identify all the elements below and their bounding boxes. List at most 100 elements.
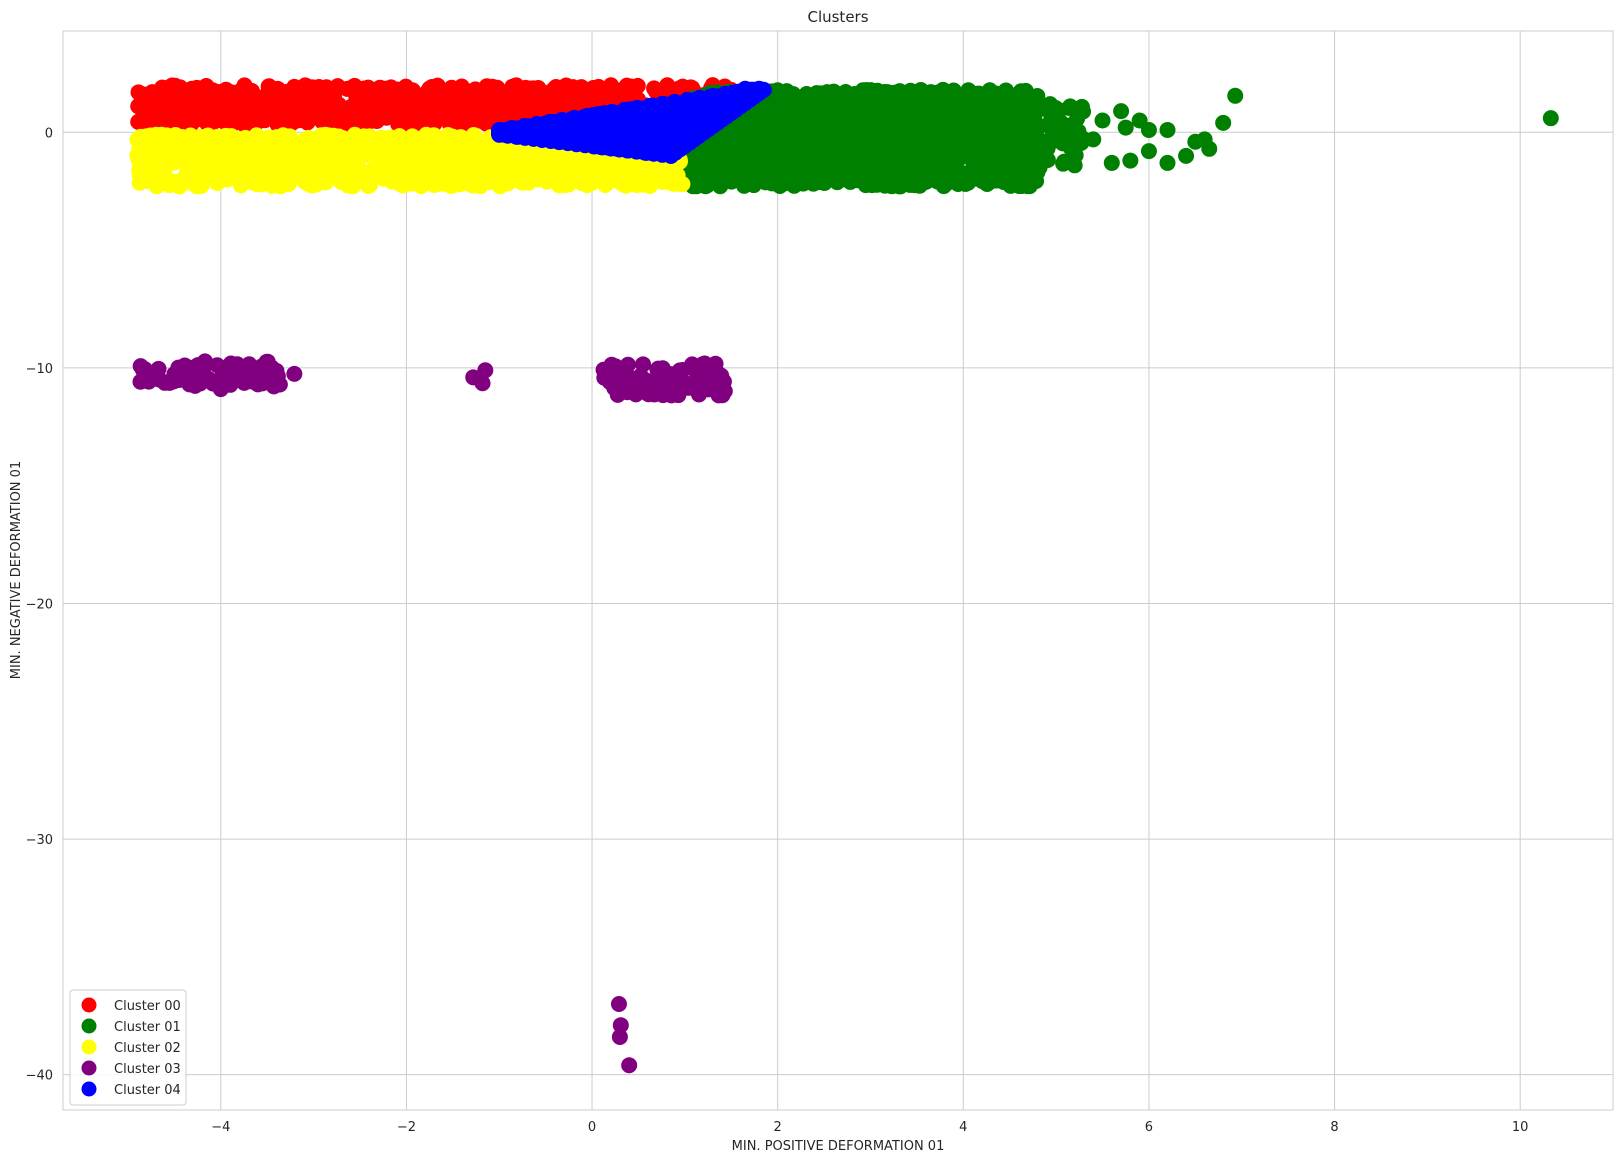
data-point xyxy=(581,173,598,190)
data-point xyxy=(655,82,672,99)
data-point xyxy=(711,376,728,393)
data-point xyxy=(424,81,441,98)
data-point xyxy=(286,365,303,382)
x-tick-label: 2 xyxy=(774,1120,782,1135)
data-point xyxy=(842,141,859,158)
data-point xyxy=(416,105,433,122)
data-point xyxy=(629,99,646,116)
data-point xyxy=(566,109,583,126)
data-point xyxy=(591,105,608,122)
data-point xyxy=(715,158,732,175)
data-point xyxy=(983,113,1000,130)
data-point xyxy=(475,146,492,163)
data-point xyxy=(641,118,658,135)
data-point xyxy=(803,173,820,190)
data-point xyxy=(360,79,377,96)
data-point xyxy=(538,173,555,190)
data-point xyxy=(737,80,754,97)
data-point xyxy=(217,147,234,164)
data-point xyxy=(644,131,661,148)
data-point xyxy=(979,173,996,190)
data-point xyxy=(942,100,959,117)
data-point xyxy=(905,160,922,177)
data-point xyxy=(684,356,701,373)
data-points xyxy=(129,77,1559,1074)
data-point xyxy=(322,170,339,187)
data-point xyxy=(178,92,195,109)
data-point xyxy=(296,173,313,190)
data-point xyxy=(175,131,192,148)
data-point xyxy=(610,995,627,1012)
data-point xyxy=(364,163,381,180)
data-point xyxy=(471,173,488,190)
data-point xyxy=(475,134,492,151)
data-point xyxy=(809,87,826,104)
data-point xyxy=(204,82,221,99)
data-point xyxy=(239,93,256,110)
data-point xyxy=(1030,146,1047,163)
data-point xyxy=(840,159,857,176)
data-point xyxy=(698,360,715,377)
data-point xyxy=(300,129,317,146)
data-point xyxy=(929,107,946,124)
data-point xyxy=(754,170,771,187)
data-point xyxy=(385,86,402,103)
data-point xyxy=(138,91,155,108)
data-point xyxy=(413,178,430,195)
data-point xyxy=(313,127,330,144)
data-point xyxy=(517,172,534,189)
data-point xyxy=(453,169,470,186)
legend-label: Cluster 04 xyxy=(114,1083,181,1098)
data-point xyxy=(948,123,965,140)
data-point xyxy=(853,155,870,172)
data-point xyxy=(776,84,793,101)
data-point xyxy=(158,153,175,170)
data-point xyxy=(243,160,260,177)
data-point xyxy=(289,148,306,165)
x-tick-label: 4 xyxy=(959,1120,967,1135)
data-point xyxy=(679,91,696,108)
y-tick-label: −20 xyxy=(26,597,53,612)
data-point xyxy=(229,101,246,118)
data-point xyxy=(1159,154,1176,171)
data-point xyxy=(663,387,680,404)
data-point xyxy=(1066,157,1083,174)
data-point xyxy=(651,371,668,388)
data-point xyxy=(829,150,846,167)
data-point xyxy=(499,149,516,166)
data-point xyxy=(1201,140,1218,157)
legend-label: Cluster 03 xyxy=(114,1062,181,1077)
plot-background xyxy=(62,30,1614,1111)
data-point xyxy=(739,153,756,170)
data-point xyxy=(716,85,733,102)
data-point xyxy=(156,136,173,153)
data-point xyxy=(635,356,652,373)
data-point xyxy=(869,97,886,114)
data-point xyxy=(448,103,465,120)
x-tick-label: −2 xyxy=(397,1120,416,1135)
y-tick-label: −30 xyxy=(26,833,53,848)
data-point xyxy=(253,105,270,122)
data-point xyxy=(622,78,639,95)
data-point xyxy=(1069,110,1086,127)
data-point xyxy=(225,163,242,180)
data-point xyxy=(196,170,213,187)
data-point xyxy=(1113,103,1130,120)
data-point xyxy=(1031,117,1048,134)
data-point xyxy=(474,375,491,392)
data-point xyxy=(790,139,807,156)
data-point xyxy=(319,109,336,126)
data-point xyxy=(894,121,911,138)
data-point xyxy=(849,172,866,189)
data-point xyxy=(195,361,212,378)
data-point xyxy=(879,167,896,184)
data-point xyxy=(135,362,152,379)
data-point xyxy=(391,103,408,120)
data-point xyxy=(860,136,877,153)
data-point xyxy=(1215,114,1232,131)
data-point xyxy=(1140,143,1157,160)
data-point xyxy=(315,86,332,103)
data-point xyxy=(552,162,569,179)
data-point xyxy=(342,99,359,116)
data-point xyxy=(270,176,287,193)
